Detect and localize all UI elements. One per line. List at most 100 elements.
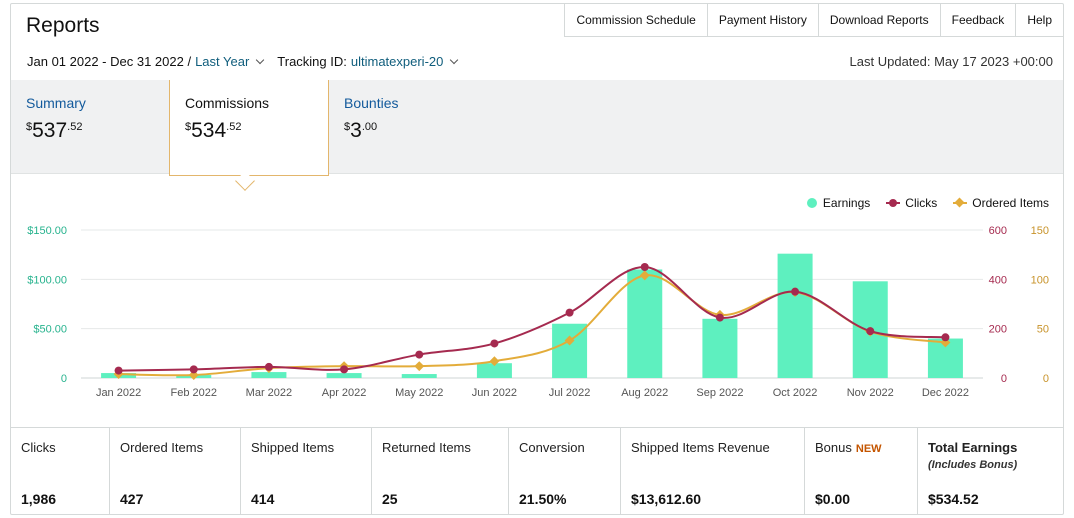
legend-earnings[interactable]: Earnings: [806, 196, 870, 210]
clicks-point: [189, 365, 198, 374]
x-axis-tick: Aug 2022: [621, 387, 668, 399]
stats-bar: Clicks 1,986 Ordered Items 427 Shipped I…: [11, 427, 1063, 514]
period-chevron-down-icon[interactable]: [256, 55, 265, 64]
legend-clicks[interactable]: Clicks: [886, 196, 937, 210]
clicks-axis-tick: 400: [989, 274, 1007, 286]
clicks-point: [340, 365, 349, 374]
earnings-bar: [251, 372, 287, 378]
stat-conversion: Conversion 21.50%: [509, 428, 621, 514]
tab-summary-label: Summary: [26, 95, 86, 111]
tab-bounties[interactable]: Bounties $3.00: [329, 80, 489, 174]
x-axis-tick: Dec 2022: [922, 387, 969, 399]
stat-returned-items-label: Returned Items: [382, 440, 471, 455]
chart-legend: Earnings Clicks Ordered Items: [791, 196, 1049, 210]
tab-bounties-amount: $3.00: [344, 119, 378, 142]
stat-bonus-label: Bonus NEW: [815, 440, 882, 455]
stat-total-earnings-label: Total Earnings: [928, 440, 1018, 455]
stat-total-earnings-value: $534.52: [928, 491, 979, 507]
earnings-bar: [476, 363, 512, 378]
tracking-chevron-down-icon[interactable]: [450, 55, 459, 64]
left-axis-tick: $150.00: [27, 225, 67, 237]
new-badge: NEW: [855, 443, 882, 455]
top-nav: Commission Schedule Payment History Down…: [564, 4, 1063, 37]
earnings-bar: [401, 374, 437, 378]
stat-conversion-label: Conversion: [519, 440, 585, 455]
clicks-point: [114, 366, 123, 375]
x-axis-tick: Apr 2022: [322, 387, 367, 399]
ordered-axis-tick: 0: [1043, 373, 1049, 385]
tab-bounties-label: Bounties: [344, 95, 399, 111]
stat-clicks: Clicks 1,986: [11, 428, 110, 514]
stat-returned-items: Returned Items 25: [372, 428, 509, 514]
download-reports-link[interactable]: Download Reports: [819, 4, 941, 36]
ordered-axis-tick: 100: [1031, 274, 1049, 286]
left-axis-tick: $50.00: [33, 324, 67, 336]
clicks-point: [791, 287, 800, 296]
x-axis-tick: Feb 2022: [171, 387, 217, 399]
tab-commissions-amount: $534.52: [185, 119, 242, 142]
stat-returned-items-value: 25: [382, 491, 398, 507]
legend-clicks-label: Clicks: [905, 196, 938, 210]
page-title: Reports: [26, 14, 100, 37]
earnings-bar: [702, 318, 738, 378]
summary-tabs: Summary $537.52 Commissions $534.52 Boun…: [11, 80, 1063, 176]
tab-summary[interactable]: Summary $537.52: [11, 80, 169, 174]
legend-clicks-swatch: [886, 198, 901, 208]
clicks-point: [640, 263, 649, 271]
ordered-items-line: [118, 274, 946, 377]
clicks-point: [490, 339, 499, 348]
filter-bar: Jan 01 2022 - Dec 31 2022 / Last Year Tr…: [27, 54, 465, 69]
date-range-text: Jan 01 2022 - Dec 31 2022 /: [27, 54, 192, 69]
stat-shipped-revenue: Shipped Items Revenue $13,612.60: [621, 428, 805, 514]
stat-shipped-revenue-value: $13,612.60: [631, 491, 702, 507]
clicks-axis-tick: 600: [989, 225, 1007, 237]
payment-history-link[interactable]: Payment History: [708, 4, 819, 36]
feedback-link[interactable]: Feedback: [941, 4, 1017, 36]
stat-bonus-value: $0.00: [815, 491, 851, 507]
left-axis-tick: 0: [61, 373, 67, 385]
x-axis-tick: Jan 2022: [96, 387, 141, 399]
period-dropdown[interactable]: Last Year: [195, 54, 250, 69]
earnings-bar: [627, 269, 663, 378]
stat-ordered-items-value: 427: [120, 491, 144, 507]
help-link[interactable]: Help: [1027, 13, 1052, 27]
tab-summary-amount: $537.52: [26, 119, 83, 142]
last-updated: Last Updated: May 17 2023 +00:00: [849, 54, 1053, 69]
stat-bonus: Bonus NEW $0.00: [805, 428, 918, 514]
left-axis-tick: $100.00: [27, 274, 67, 286]
commission-schedule-link[interactable]: Commission Schedule: [565, 4, 708, 36]
stat-clicks-label: Clicks: [21, 440, 56, 455]
earnings-bar: [326, 373, 362, 378]
stat-total-earnings-sub: (Includes Bonus): [928, 459, 1018, 471]
ordered-axis-tick: 150: [1031, 225, 1049, 237]
tab-commissions-label: Commissions: [185, 95, 270, 111]
x-axis-tick: Jul 2022: [549, 387, 591, 399]
x-axis-tick: Mar 2022: [246, 387, 292, 399]
stat-total-earnings: Total Earnings (Includes Bonus) $534.52: [918, 428, 1063, 514]
tab-commissions[interactable]: Commissions $534.52: [169, 80, 329, 176]
clicks-axis-tick: 0: [1001, 373, 1007, 385]
tracking-id-dropdown[interactable]: ultimatexperi-20: [350, 54, 444, 69]
clicks-point: [866, 327, 875, 336]
stat-shipped-items-value: 414: [251, 491, 275, 507]
clicks-point: [941, 333, 950, 342]
clicks-point: [264, 362, 273, 371]
earnings-bar: [777, 253, 813, 378]
stat-clicks-value: 1,986: [21, 491, 57, 507]
tracking-id-label: Tracking ID:: [277, 54, 347, 69]
x-axis-tick: Jun 2022: [472, 387, 517, 399]
ordered-items-point: [489, 356, 500, 367]
ordered-axis-tick: 50: [1037, 324, 1049, 336]
earnings-chart: $150.00 600 150 $100.00 400 100 $50.00 200 50 0 0 0…: [27, 225, 1049, 399]
x-axis-tick: Oct 2022: [773, 387, 818, 399]
stat-ordered-items-label: Ordered Items: [120, 440, 204, 455]
legend-ordered-label: Ordered Items: [972, 196, 1049, 210]
stat-ordered-items: Ordered Items 427: [110, 428, 241, 514]
legend-ordered-items[interactable]: Ordered Items: [953, 196, 1049, 210]
clicks-axis-tick: 200: [989, 324, 1007, 336]
clicks-point: [415, 350, 424, 359]
stat-shipped-revenue-label: Shipped Items Revenue: [631, 440, 770, 455]
x-axis-tick: May 2022: [395, 387, 443, 399]
reports-panel: Reports Commission Schedule Payment Hist…: [10, 3, 1064, 515]
ordered-items-point: [188, 370, 199, 380]
